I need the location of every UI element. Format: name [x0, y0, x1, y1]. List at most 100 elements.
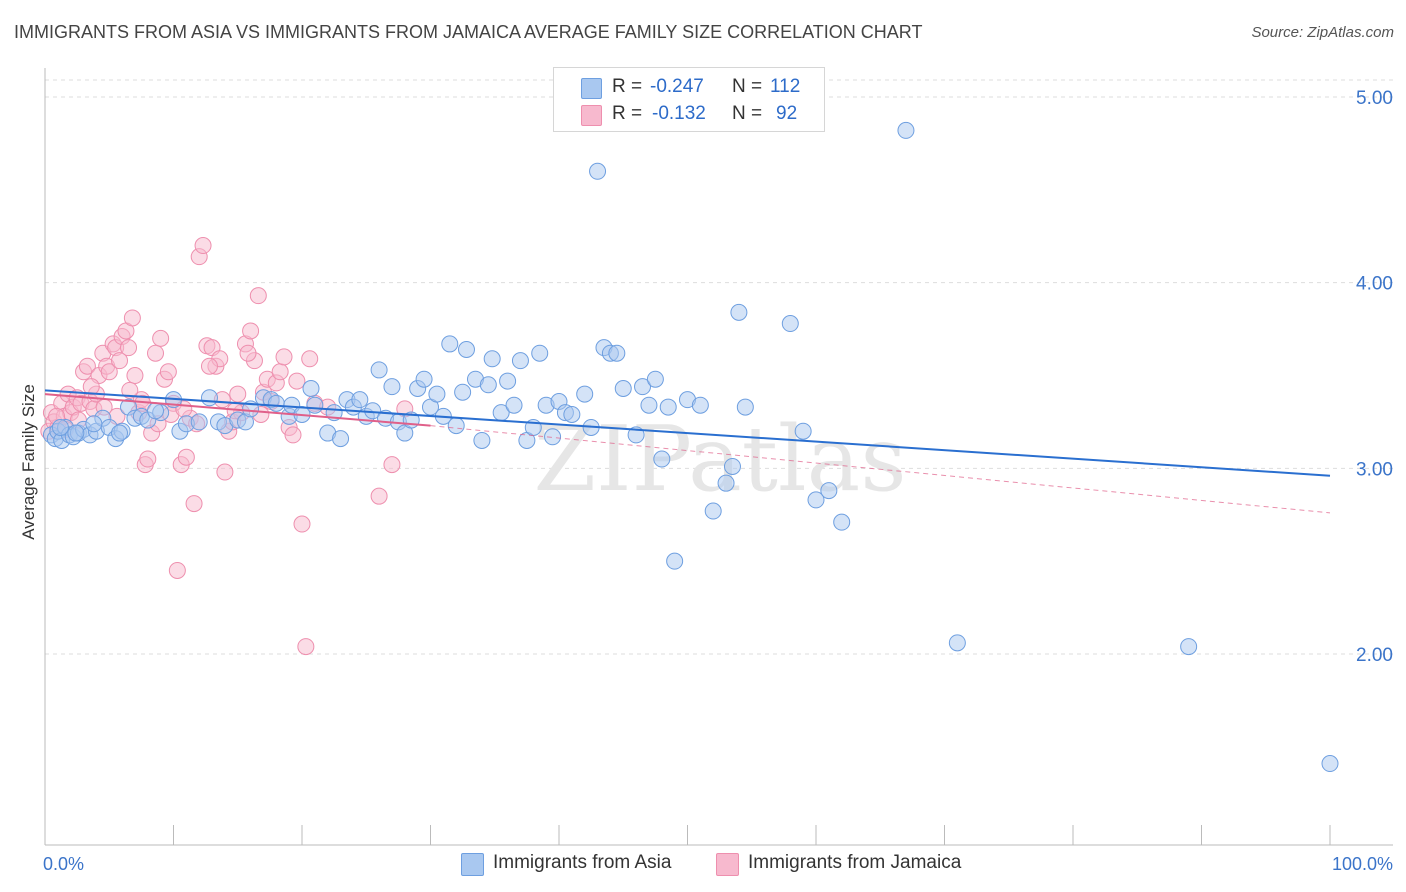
asia-point: [544, 428, 562, 446]
x-tick-label-max: 100.0%: [1332, 854, 1393, 874]
asia-point: [666, 552, 684, 570]
jamaica-point: [194, 237, 212, 255]
asia-point: [370, 361, 388, 379]
asia-point: [807, 491, 825, 509]
asia-point: [511, 352, 529, 370]
grid-lines: [45, 79, 1393, 655]
asia-point: [441, 335, 459, 353]
jamaica-point: [229, 385, 247, 403]
jamaica-point: [139, 450, 157, 468]
jamaica-point: [271, 363, 289, 381]
jamaica-point: [301, 350, 319, 368]
asia-point: [51, 418, 69, 436]
asia-point: [447, 417, 465, 435]
asia-point: [200, 389, 218, 407]
asia-point: [111, 424, 129, 442]
asia-r-value: -0.247: [650, 76, 704, 97]
y-tick-label: 2.00: [1356, 645, 1393, 666]
jamaica-point: [297, 638, 315, 656]
source-label: Source: ZipAtlas.com: [1251, 24, 1394, 41]
asia-trend-line: [44, 389, 1331, 477]
jamaica-point: [78, 357, 96, 375]
jamaica-point: [126, 367, 144, 384]
n-label: N =: [732, 76, 763, 97]
asia-point: [634, 378, 652, 396]
asia-point: [723, 457, 741, 475]
asia-point: [820, 482, 838, 500]
jamaica-point: [242, 322, 260, 340]
asia-point: [351, 391, 369, 409]
asia-legend-swatch: [461, 853, 484, 876]
jamaica-point: [111, 352, 129, 370]
jamaica-point: [216, 463, 234, 481]
asia-point: [608, 344, 626, 362]
asia-point: [457, 341, 475, 359]
asia-point: [190, 413, 208, 431]
jamaica-trend-extension: [430, 425, 1331, 514]
jamaica-point: [100, 363, 118, 381]
jamaica-point: [120, 339, 138, 357]
asia-point: [794, 422, 812, 440]
asia-point: [147, 402, 165, 420]
asia-point: [332, 430, 350, 448]
asia-point: [948, 634, 966, 652]
asia-point: [415, 370, 433, 388]
asia-legend-label: Immigrants from Asia: [493, 852, 672, 873]
asia-points: [42, 121, 1339, 773]
chart-title: IMMIGRANTS FROM ASIA VS IMMIGRANTS FROM …: [14, 22, 923, 42]
asia-point: [67, 424, 85, 442]
jamaica-n-value: 92: [776, 103, 798, 124]
jamaica-point: [185, 495, 203, 513]
jamaica-point: [123, 309, 141, 327]
jamaica-point: [293, 515, 311, 533]
asia-point: [473, 431, 491, 449]
asia-point: [267, 394, 285, 412]
correlation-legend: R = -0.247 N = 112 R = -0.132 N = 92: [553, 67, 825, 132]
asia-point: [383, 378, 401, 396]
jamaica-point: [82, 378, 100, 396]
asia-point: [653, 450, 671, 468]
asia-point: [646, 370, 664, 388]
asia-point: [454, 383, 472, 401]
jamaica-point: [239, 344, 257, 362]
jamaica-trend-line: [44, 393, 431, 427]
asia-point: [704, 502, 722, 520]
jamaica-point: [249, 287, 267, 305]
trend-lines: [44, 389, 1331, 514]
jamaica-point: [370, 487, 388, 505]
y-tick-label: 3.00: [1356, 459, 1393, 480]
asia-point: [1321, 755, 1339, 773]
asia-point: [640, 396, 658, 414]
jamaica-point: [284, 426, 302, 444]
jamaica-r-value: -0.132: [652, 103, 706, 124]
y-axis-label: Average Family Size: [19, 384, 38, 540]
asia-n-value: 112: [770, 76, 801, 97]
jamaica-point: [177, 448, 195, 466]
n-label: N =: [732, 103, 763, 124]
r-label: R =: [612, 76, 643, 97]
asia-point: [576, 385, 594, 403]
asia-point: [833, 513, 851, 531]
jamaica-point: [288, 372, 306, 390]
asia-swatch: [581, 78, 602, 99]
jamaica-swatch: [581, 105, 602, 126]
asia-point: [736, 398, 754, 416]
asia-point: [85, 415, 103, 433]
asia-point: [499, 372, 517, 390]
jamaica-point: [200, 357, 218, 375]
jamaica-point: [275, 348, 293, 366]
jamaica-point: [168, 561, 186, 579]
asia-point: [531, 344, 549, 362]
asia-point: [730, 303, 748, 321]
asia-point: [302, 379, 320, 397]
jamaica-legend-label: Immigrants from Jamaica: [748, 852, 962, 873]
asia-point: [897, 121, 915, 139]
asia-point: [659, 398, 677, 416]
r-label: R =: [612, 103, 643, 124]
y-tick-label: 5.00: [1356, 88, 1393, 109]
y-tick-label: 4.00: [1356, 274, 1393, 295]
asia-point: [479, 376, 497, 394]
jamaica-point: [121, 381, 139, 399]
jamaica-point: [147, 344, 165, 362]
